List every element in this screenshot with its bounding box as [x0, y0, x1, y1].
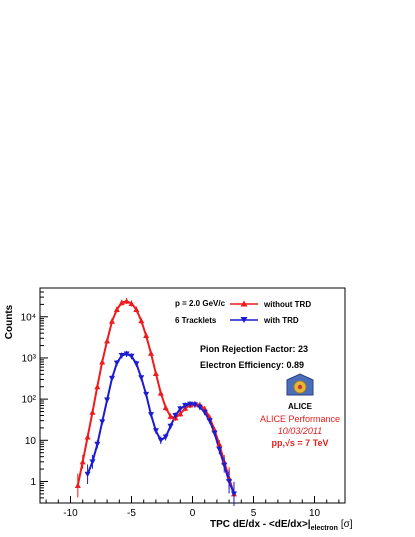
data-point	[99, 358, 106, 365]
data-point	[167, 423, 174, 430]
alice-logo-text: ALICE	[288, 402, 313, 411]
data-point	[230, 491, 237, 497]
y-tick-label: 10²	[22, 395, 37, 406]
data-point	[157, 390, 164, 396]
system-suffix: s = 7 TeV	[290, 438, 329, 448]
data-point	[152, 370, 159, 376]
data-point	[94, 441, 101, 448]
data-point	[216, 446, 223, 453]
data-point	[216, 441, 223, 447]
data-point	[201, 409, 208, 416]
data-point	[152, 428, 159, 434]
x-tick-label: -5	[127, 508, 136, 519]
x-tick-label: 5	[251, 508, 257, 519]
data-point	[162, 404, 169, 411]
x-axis-title-unit: [σ]	[341, 519, 353, 530]
y-tick-label: 10³	[22, 353, 37, 364]
data-point	[148, 350, 155, 356]
data-point	[196, 404, 203, 411]
data-point	[221, 462, 228, 469]
system-prefix: pp,	[271, 438, 285, 448]
data-point	[211, 430, 218, 437]
data-point	[206, 418, 213, 424]
legend-marker-triangle-up	[240, 300, 248, 307]
x-axis-title-main: TPC dE/dx - <dE/dx>|	[210, 519, 311, 530]
data-point	[113, 360, 120, 367]
legend: without TRD with TRD	[230, 300, 311, 325]
data-point	[162, 434, 169, 441]
data-point	[123, 298, 130, 304]
alice-performance-date: 10/03/2011	[278, 426, 322, 436]
data-point	[74, 482, 81, 488]
data-point	[128, 353, 135, 360]
alice-logo: ALICE	[286, 373, 314, 411]
data-point	[99, 419, 106, 425]
y-tick-label: 10	[25, 436, 37, 447]
data-point	[187, 401, 194, 408]
x-tick-label: 10	[309, 508, 321, 519]
series-curves	[76, 300, 235, 495]
data-point	[128, 300, 135, 307]
data-point	[84, 434, 91, 440]
data-point	[108, 375, 115, 382]
data-point	[143, 391, 150, 398]
data-point	[143, 332, 150, 339]
data-point	[177, 410, 184, 417]
data-point	[157, 437, 164, 444]
y-tick-label: 10⁴	[21, 312, 36, 323]
data-point	[191, 402, 198, 408]
alice-performance-title: ALICE Performance	[260, 414, 340, 424]
legend-label-without-trd: without TRD	[263, 300, 311, 309]
data-point	[138, 375, 145, 381]
annotation-tracklets: 6 Tracklets	[175, 316, 217, 325]
data-point	[226, 478, 233, 485]
x-tick-label: -10	[63, 508, 78, 519]
data-point	[167, 413, 174, 419]
x-tick-label: 0	[190, 508, 196, 519]
annotation-electron-efficiency: Electron Efficiency: 0.89	[200, 360, 304, 370]
data-point	[104, 397, 111, 404]
data-point	[182, 403, 189, 409]
data-point	[172, 413, 179, 419]
legend-entry-without-trd: without TRD	[230, 300, 311, 309]
data-point	[79, 458, 86, 465]
data-point	[89, 459, 96, 465]
series-points	[74, 298, 237, 506]
data-point	[133, 306, 140, 313]
data-point	[123, 351, 130, 357]
data-point	[133, 361, 140, 367]
alice-performance-system: pp,√s = 7 TeV	[271, 438, 328, 448]
data-point	[89, 409, 96, 415]
data-point	[104, 337, 111, 344]
svg-text:TPC dE/dx - <dE/dx>|electron[σ: TPC dE/dx - <dE/dx>|electron [σ]	[210, 519, 353, 532]
data-point	[118, 352, 125, 359]
series-line-0	[76, 300, 235, 495]
y-axis-title: Counts	[4, 304, 15, 339]
annotation-pion-rejection: Pion Rejection Factor: 23	[200, 344, 308, 354]
data-point	[138, 317, 145, 324]
axes: -10 -5 0 5 10 1 10 10² 10³ 10⁴	[21, 287, 340, 519]
legend-entry-with-trd: with TRD	[230, 316, 299, 325]
legend-marker-triangle-down	[240, 317, 248, 323]
data-point	[177, 406, 184, 412]
sqrt-symbol: √	[285, 438, 290, 448]
data-point	[113, 306, 120, 313]
annotation-momentum: p = 2.0 GeV/c	[175, 299, 226, 308]
data-point	[84, 471, 91, 478]
data-point	[118, 299, 125, 306]
data-point	[148, 412, 155, 418]
x-axis-title-sub: electron	[311, 525, 338, 532]
data-point	[94, 383, 101, 390]
y-tick-label: 1	[30, 477, 36, 488]
data-point	[108, 318, 115, 324]
x-axis-title: TPC dE/dx - <dE/dx>|electron [σ]	[210, 519, 353, 532]
legend-label-with-trd: with TRD	[263, 316, 299, 325]
